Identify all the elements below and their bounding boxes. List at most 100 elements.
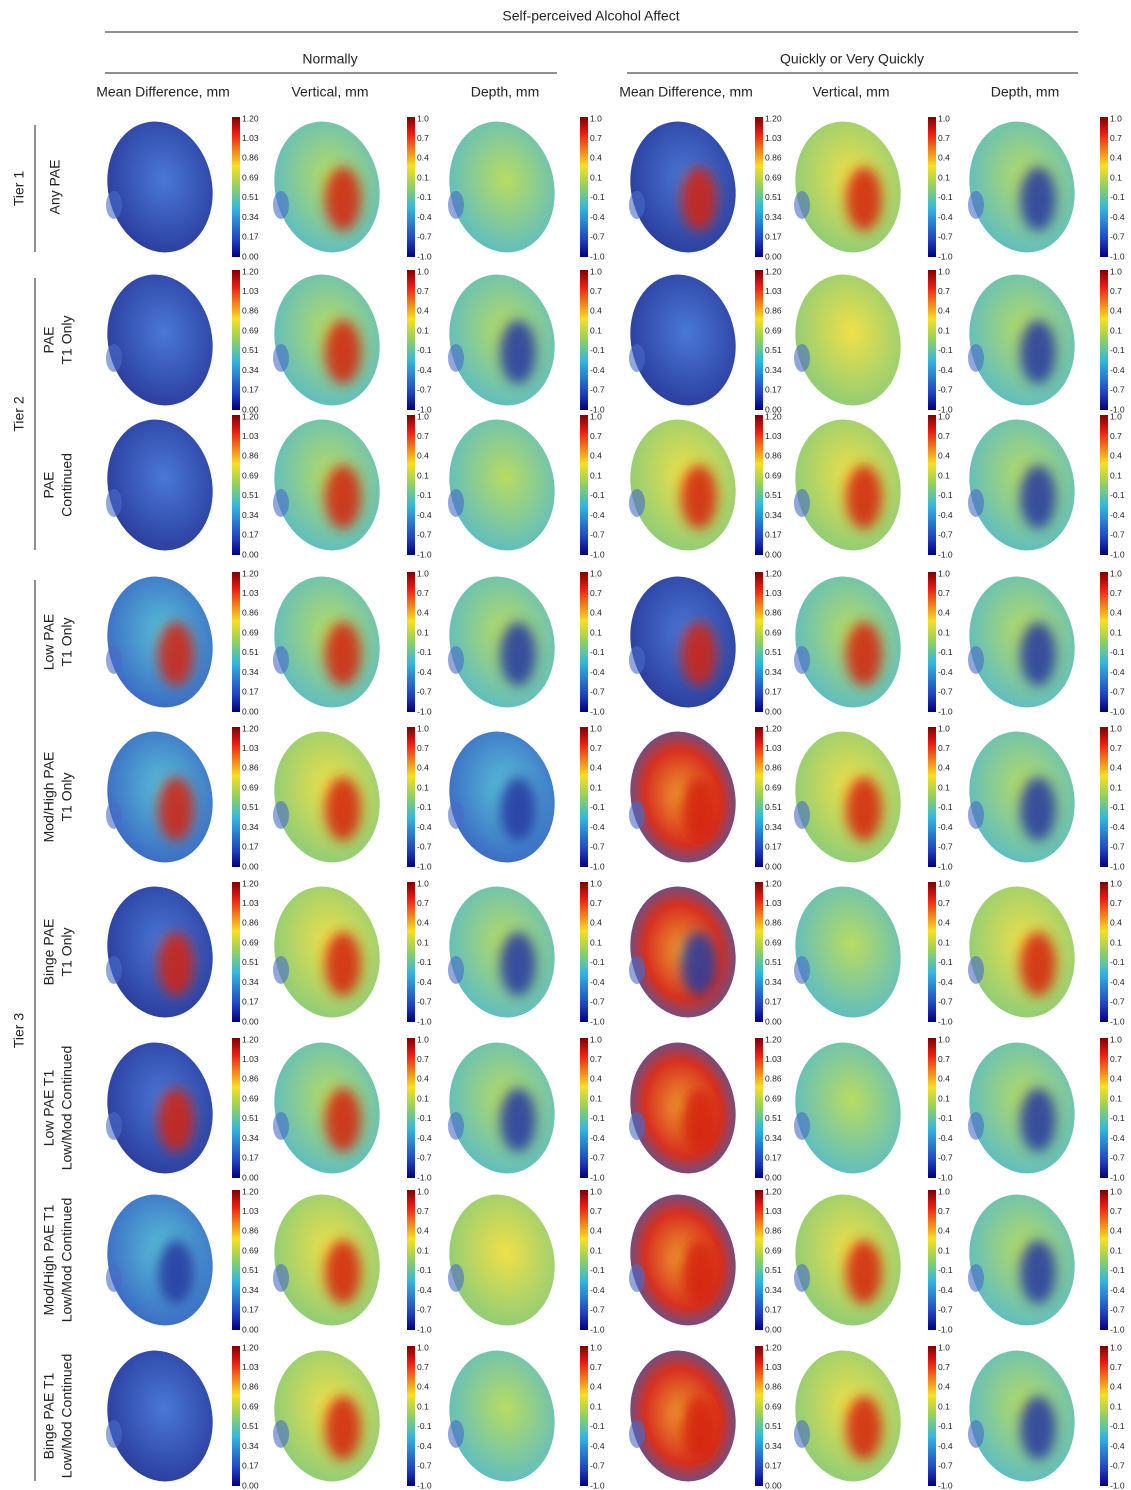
colorbar-label: 1.20 [765, 113, 782, 123]
colorbar-label: 1.0 [417, 1034, 429, 1044]
colorbar [407, 727, 415, 867]
colorbar-label: -0.4 [1110, 1285, 1125, 1295]
colorbar-label: -0.1 [938, 1421, 953, 1431]
colorbar-label: 0.69 [765, 172, 782, 182]
colorbar-label: 0.1 [590, 627, 602, 637]
colorbar-label: 0.4 [417, 1226, 429, 1236]
colorbar-label: 0.1 [938, 782, 950, 792]
face-map [437, 265, 566, 416]
face-map [95, 410, 224, 561]
colorbar-label: -0.1 [590, 1113, 605, 1123]
colorbar-label: 0.1 [590, 1401, 602, 1411]
colorbar-label: 0.00 [765, 1172, 782, 1182]
colorbar-label: -0.4 [417, 510, 432, 520]
colorbar-label: -0.4 [417, 822, 432, 832]
colorbar-label: -0.7 [590, 530, 605, 540]
face-ear [629, 344, 645, 372]
face-ear [629, 489, 645, 517]
face-map [95, 722, 224, 873]
colorbar-label: 1.0 [1110, 266, 1122, 276]
colorbar-label: 1.20 [765, 723, 782, 733]
face-hotspot [1020, 1240, 1056, 1304]
face-ear [629, 1420, 645, 1448]
colorbar-label: 0.7 [590, 1362, 602, 1372]
colorbar-label: 0.4 [417, 608, 429, 618]
colorbar-label: 1.20 [242, 723, 259, 733]
colorbar-label: 0.17 [765, 1153, 782, 1163]
row-label: Low/Mod Continued [59, 1198, 75, 1323]
face-hotspot [681, 1240, 717, 1304]
colorbar-label: -1.0 [590, 1016, 605, 1026]
colorbar-label: 1.0 [938, 568, 950, 578]
colorbar-label: 0.7 [938, 743, 950, 753]
colorbar-label: -0.7 [417, 385, 432, 395]
colorbar-label: 0.00 [242, 706, 259, 716]
colorbar-label: 1.0 [417, 878, 429, 888]
colorbar-label: -1.0 [417, 706, 432, 716]
colorbar-label: 1.03 [765, 1206, 782, 1216]
colorbar-label: -0.4 [590, 212, 605, 222]
colorbar-label: 0.34 [765, 1441, 782, 1451]
colorbar-label: -0.7 [938, 530, 953, 540]
colorbar-label: 0.1 [417, 937, 429, 947]
colorbar-label: 0.34 [242, 1441, 259, 1451]
colorbar [928, 270, 936, 410]
colorbar-label: -0.1 [417, 192, 432, 202]
face-hotspot [681, 777, 717, 841]
colorbar-label: 0.7 [417, 133, 429, 143]
colorbar-label: 0.34 [765, 667, 782, 677]
colorbar-label: -0.7 [938, 997, 953, 1007]
face-surface [437, 1341, 566, 1490]
colorbar-label: 1.20 [765, 1186, 782, 1196]
colorbar-label: 0.86 [242, 153, 259, 163]
colorbar-label: -0.4 [417, 365, 432, 375]
column-header: Vertical, mm [812, 84, 889, 100]
colorbar-label: -0.7 [590, 1305, 605, 1315]
colorbar-label: 0.4 [417, 1382, 429, 1392]
face-ear [106, 1420, 122, 1448]
colorbar-label: -0.7 [938, 385, 953, 395]
colorbar-label: 0.17 [242, 842, 259, 852]
colorbar-label: 0.51 [765, 1265, 782, 1275]
colorbar-label: 0.34 [242, 977, 259, 987]
colorbar [1100, 572, 1108, 712]
colorbar-label: 0.4 [1110, 608, 1122, 618]
colorbar-label: 0.17 [765, 530, 782, 540]
colorbar-label: -0.4 [1110, 822, 1125, 832]
colorbar-label: 0.00 [765, 706, 782, 716]
colorbar-label: 1.0 [1110, 1034, 1122, 1044]
face-ear [629, 801, 645, 829]
colorbar-label: -0.4 [417, 977, 432, 987]
colorbar-label: 0.86 [765, 153, 782, 163]
colorbar-label: 1.20 [765, 1034, 782, 1044]
colorbar-label: 1.03 [242, 898, 259, 908]
face-hotspot [681, 1396, 717, 1460]
colorbar [928, 727, 936, 867]
colorbar-label: -0.7 [590, 232, 605, 242]
face-ear [968, 1420, 984, 1448]
colorbar-label: -0.4 [1110, 667, 1125, 677]
colorbar-label: 0.51 [765, 490, 782, 500]
colorbar-label: -0.4 [938, 365, 953, 375]
face-hotspot [325, 1240, 361, 1304]
face-hotspot [325, 1396, 361, 1460]
colorbar [1100, 415, 1108, 555]
face-map [618, 722, 747, 873]
colorbar-label: 0.51 [242, 490, 259, 500]
colorbar [232, 270, 240, 410]
colorbar-label: 0.7 [590, 1206, 602, 1216]
face-ear [629, 646, 645, 674]
face-map [95, 112, 224, 263]
colorbar-label: 1.0 [417, 568, 429, 578]
colorbar-label: 0.00 [765, 549, 782, 559]
colorbar [232, 1346, 240, 1486]
colorbar-label: -1.0 [590, 1480, 605, 1490]
face-surface [437, 112, 566, 263]
colorbar-label: 1.0 [1110, 878, 1122, 888]
row-label: Any PAE [47, 160, 63, 215]
colorbar-label: 1.0 [417, 113, 429, 123]
face-ear [629, 1112, 645, 1140]
colorbar-label: 0.51 [765, 192, 782, 202]
colorbar-label: 1.03 [242, 588, 259, 598]
colorbar-label: 0.51 [242, 647, 259, 657]
